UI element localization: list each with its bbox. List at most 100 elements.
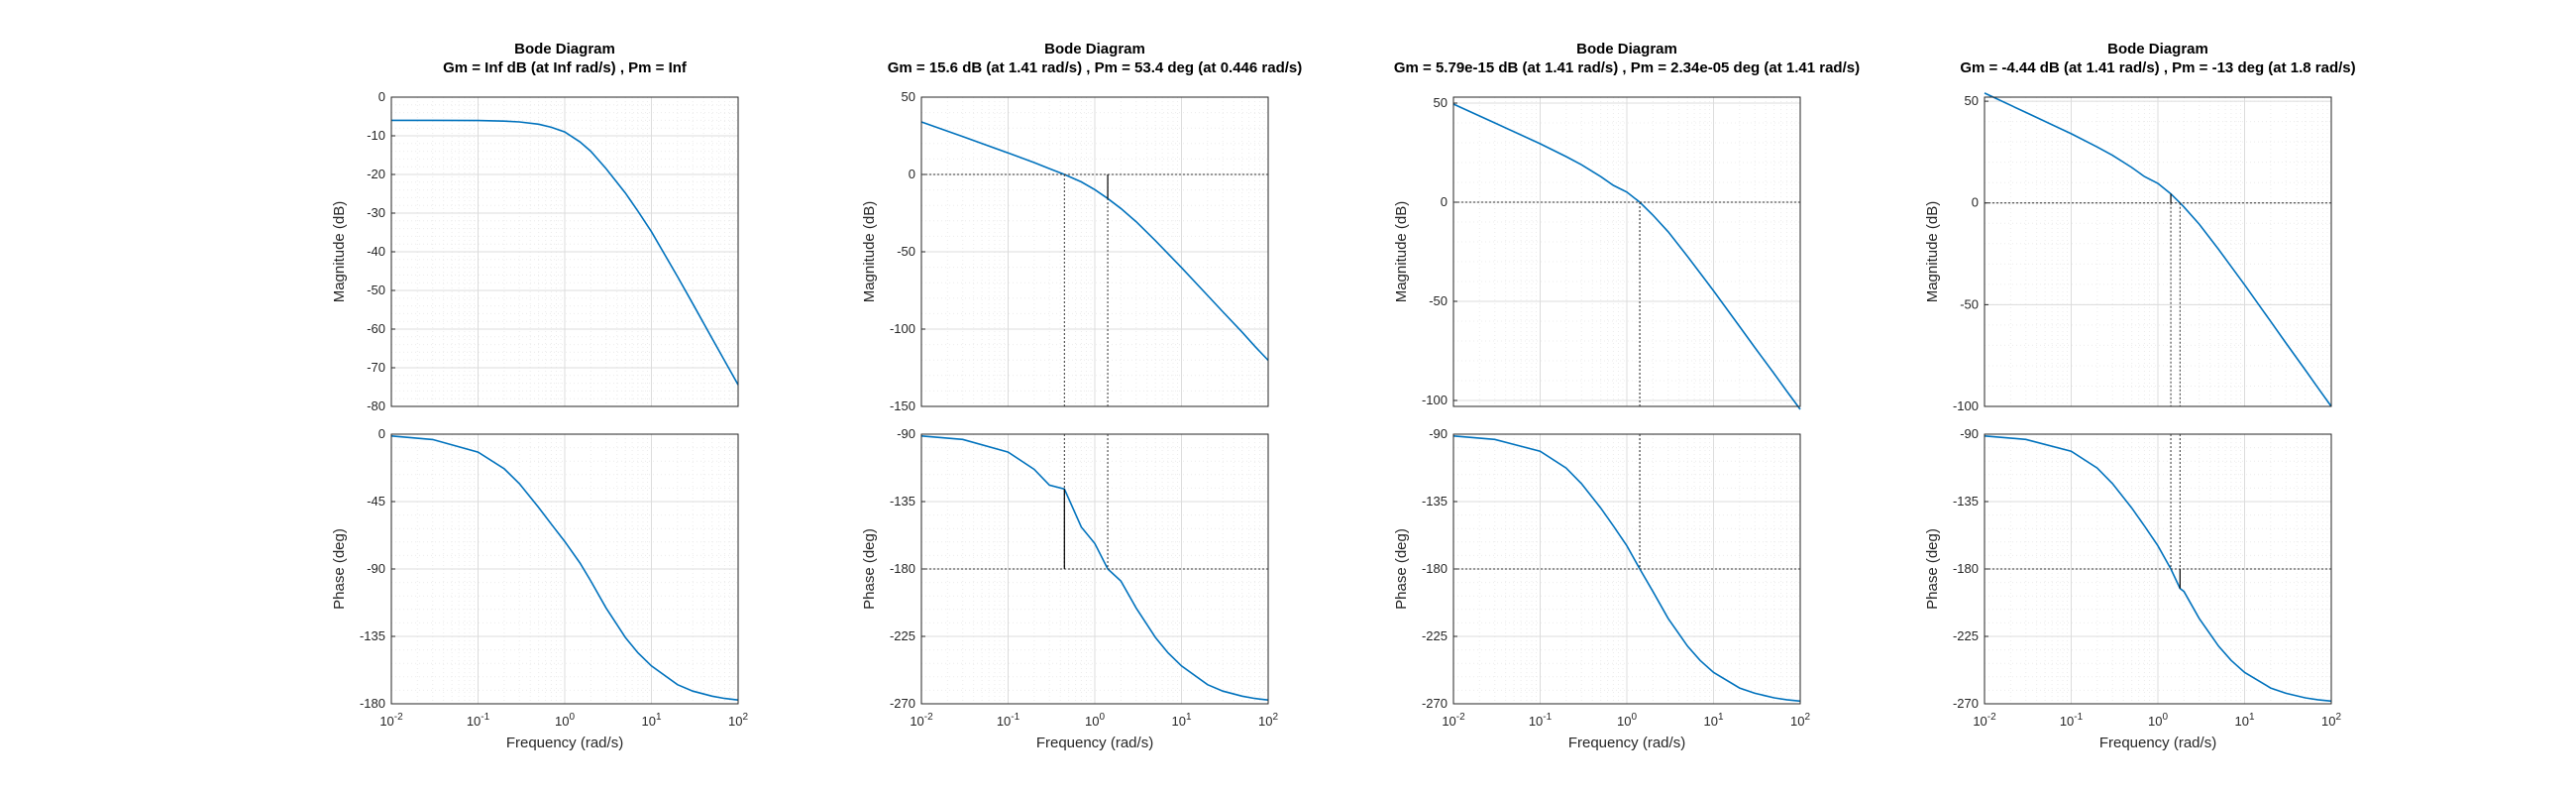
phase-y-tick-label: -90 (897, 426, 915, 441)
magnitude-axes-frame (1984, 96, 2332, 407)
magnitude-y-tick-label: -100 (1422, 393, 1448, 407)
phase-y-tick-label: -90 (367, 561, 385, 576)
phase-series-line (390, 435, 739, 701)
phase-y-tick-label: -180 (360, 696, 385, 711)
chart-title: Bode Diagram (1576, 41, 1677, 57)
magnitude-y-tick-label: 50 (1434, 95, 1448, 110)
x-axis-label: Frequency (rad/s) (2099, 735, 2216, 751)
phase-panel: -90 -135 -180 -225 -270 Phase (deg) (1393, 426, 1801, 711)
magnitude-y-tick-label: 0 (1441, 194, 1448, 209)
magnitude-y-tick-label: -150 (890, 398, 915, 413)
x-tick-label: 10-2 (1442, 712, 1465, 729)
phase-panel: -90 -135 -180 -225 -270 Phase (deg) (861, 426, 1269, 711)
bode-chart-4: Bode Diagram Gm = -4.44 dB (at 1.41 rad/s… (1924, 41, 2356, 751)
chart-subtitle: Gm = Inf dB (at Inf rad/s) , Pm = Inf (443, 59, 688, 76)
magnitude-panel: 50 0 -50 -100 Magnitude (dB) (1393, 95, 1801, 410)
x-tick-label: 100 (1085, 712, 1105, 729)
magnitude-panel: 0 -10 -20 -30 -40 -50 -60 -70 -80 Magnitude (dB) (331, 89, 739, 413)
magnitude-y-tick-label: 50 (1965, 93, 1979, 108)
magnitude-y-tick-label: -40 (367, 244, 385, 259)
phase-y-tick-label: -225 (1422, 628, 1448, 643)
chart-subtitle: Gm = -4.44 dB (at 1.41 rad/s) , Pm = -13… (1960, 59, 2355, 76)
phase-y-tick-label: -90 (1429, 426, 1448, 441)
phase-y-axis-label: Phase (deg) (331, 528, 348, 610)
x-tick-label: 100 (555, 712, 575, 729)
x-tick-label: 10-2 (1973, 712, 1996, 729)
phase-panel: -90 -135 -180 -225 -270 Phase (deg) (1924, 426, 2332, 711)
magnitude-y-tick-label: -80 (367, 398, 385, 413)
bode-chart-3: Bode Diagram Gm = 5.79e-15 dB (at 1.41 ra… (1393, 41, 1860, 751)
phase-y-tick-label: -180 (890, 561, 915, 576)
phase-y-tick-label: -135 (890, 494, 915, 509)
magnitude-y-tick-label: -60 (367, 321, 385, 336)
x-tick-label: 10-2 (379, 712, 403, 729)
magnitude-y-tick-label: -30 (367, 205, 385, 220)
phase-y-axis-label: Phase (deg) (1924, 528, 1941, 610)
x-tick-label: 10-1 (997, 712, 1020, 729)
x-tick-label: 102 (728, 712, 748, 729)
phase-y-tick-label: -270 (890, 696, 915, 711)
magnitude-series-line (391, 119, 739, 386)
x-tick-label: 100 (2148, 712, 2168, 729)
phase-y-tick-label: -180 (1953, 561, 1979, 576)
magnitude-y-axis-label: Magnitude (dB) (1393, 201, 1410, 303)
magnitude-y-tick-label: -10 (367, 128, 385, 143)
chart-title: Bode Diagram (1044, 41, 1145, 57)
x-tick-label: 10-1 (467, 712, 490, 729)
magnitude-axes-frame (1452, 96, 1801, 407)
phase-y-tick-label: 0 (378, 426, 385, 441)
magnitude-series-line (1452, 103, 1801, 410)
x-axis-label: Frequency (rad/s) (506, 735, 623, 751)
magnitude-y-tick-label: -50 (897, 244, 915, 259)
x-tick-label: 102 (1258, 712, 1278, 729)
bode-chart-1: Bode Diagram Gm = Inf dB (at Inf rad/s) ,… (331, 41, 748, 751)
phase-y-tick-label: -135 (360, 628, 385, 643)
x-tick-label: 101 (1703, 712, 1723, 729)
magnitude-y-tick-label: -20 (367, 167, 385, 181)
chart-title: Bode Diagram (2107, 41, 2208, 57)
x-tick-label: 10-1 (1529, 712, 1553, 729)
phase-y-axis-label: Phase (deg) (1393, 528, 1410, 610)
phase-y-tick-label: -270 (1953, 696, 1979, 711)
magnitude-y-axis-label: Magnitude (dB) (861, 201, 878, 303)
phase-axes-frame (390, 433, 739, 705)
magnitude-series-line (1984, 92, 2332, 407)
phase-y-tick-label: -135 (1953, 494, 1979, 509)
chart-title: Bode Diagram (514, 41, 615, 57)
x-tick-label: 10-2 (910, 712, 933, 729)
x-axis-label: Frequency (rad/s) (1568, 735, 1685, 751)
phase-series-line (1984, 435, 2332, 703)
x-tick-label: 101 (1171, 712, 1191, 729)
phase-y-tick-label: -270 (1422, 696, 1448, 711)
chart-subtitle: Gm = 15.6 dB (at 1.41 rad/s) , Pm = 53.4… (888, 59, 1303, 76)
magnitude-y-tick-label: -50 (367, 283, 385, 297)
magnitude-panel: 50 0 -50 -100 -150 Magnitude (dB) (861, 89, 1269, 413)
phase-y-tick-label: -45 (367, 494, 385, 509)
phase-y-tick-label: -225 (1953, 628, 1979, 643)
phase-y-tick-label: -135 (1422, 494, 1448, 509)
magnitude-axes-frame (390, 96, 739, 407)
phase-y-tick-label: -225 (890, 628, 915, 643)
magnitude-series-line (920, 121, 1269, 362)
x-tick-label: 100 (1617, 712, 1637, 729)
magnitude-panel: 50 0 -50 -100 Magnitude (dB) (1924, 92, 2332, 413)
phase-y-axis-label: Phase (deg) (861, 528, 878, 610)
x-axis-label: Frequency (rad/s) (1036, 735, 1153, 751)
magnitude-y-tick-label: -70 (367, 360, 385, 375)
magnitude-y-tick-label: 0 (1972, 195, 1979, 210)
magnitude-y-tick-label: -50 (1429, 293, 1448, 308)
magnitude-y-tick-label: -100 (890, 321, 915, 336)
phase-series-line (1452, 435, 1801, 703)
phase-y-tick-label: -180 (1422, 561, 1448, 576)
phase-series-line (920, 435, 1269, 701)
phase-y-tick-label: -90 (1960, 426, 1979, 441)
x-tick-label: 10-1 (2060, 712, 2084, 729)
chart-subtitle: Gm = 5.79e-15 dB (at 1.41 rad/s) , Pm = … (1394, 59, 1860, 76)
magnitude-y-tick-label: -100 (1953, 398, 1979, 413)
magnitude-y-tick-label: 0 (378, 89, 385, 104)
phase-panel: 0 -45 -90 -135 -180 Phase (deg) (331, 426, 739, 711)
magnitude-y-tick-label: 50 (902, 89, 915, 104)
x-tick-label: 101 (2234, 712, 2254, 729)
x-tick-label: 101 (641, 712, 661, 729)
magnitude-axes-frame (920, 96, 1269, 407)
